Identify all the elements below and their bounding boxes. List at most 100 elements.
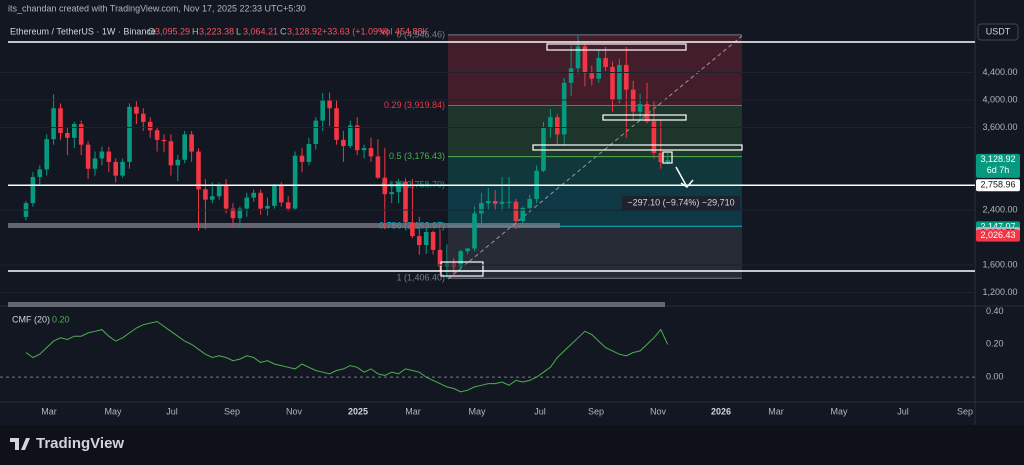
- candle-body: [85, 144, 91, 169]
- x-tick-label: 2025: [348, 406, 368, 416]
- price-tag: [976, 153, 1020, 178]
- x-tick-label: Jul: [534, 406, 546, 416]
- candle-body: [203, 189, 208, 200]
- candle-body: [486, 201, 491, 204]
- ohlc: O 3,095.29 H 3,223.38 L 3,064.21 C 3,128.92 +33.…: [148, 26, 429, 36]
- candle-body: [313, 120, 319, 144]
- candle-body: [541, 127, 546, 171]
- candle-body: [368, 148, 374, 157]
- x-tick-label: Jul: [897, 406, 909, 416]
- ohlc-value: 3,223.38: [199, 26, 234, 36]
- candle-body: [272, 185, 277, 206]
- drawn-box: [440, 261, 484, 277]
- fib-zone: [448, 156, 742, 186]
- candle-body: [196, 151, 201, 190]
- price-tag-sub: 6d 7h: [987, 165, 1010, 175]
- candle-body: [658, 152, 664, 163]
- candle-body: [189, 134, 194, 152]
- candle-body: [506, 201, 512, 203]
- candle-body: [175, 159, 181, 166]
- footer-bar: [0, 425, 1024, 465]
- fib-label: 0 (4,946.46): [396, 29, 445, 39]
- candle-body: [320, 99, 325, 121]
- x-tick-label: May: [830, 406, 848, 416]
- candle-body: [637, 104, 643, 112]
- candle-body: [134, 106, 139, 114]
- candle-body: [361, 148, 367, 151]
- x-tick-label: Nov: [650, 406, 667, 416]
- currency[interactable]: USDT: [986, 26, 1011, 36]
- y-tick-label: 4,400.00: [982, 67, 1017, 77]
- cmf-last: 0.20: [52, 314, 70, 324]
- x-tick-label: May: [468, 406, 486, 416]
- candle-body: [354, 125, 360, 151]
- candle-body: [161, 139, 167, 142]
- cmf-name: CMF (20): [12, 314, 50, 324]
- candle-body: [92, 158, 98, 169]
- candle-body: [292, 155, 298, 209]
- change: +33.63 (+1.09%): [322, 26, 389, 36]
- candle-body: [417, 236, 422, 246]
- candle-body: [375, 156, 381, 178]
- candle-body: [479, 203, 484, 214]
- symbol: Ethereum / TetherUS · 1W · Binance: [10, 26, 156, 36]
- candle-body: [99, 151, 105, 159]
- currency-box[interactable]: [977, 23, 1019, 41]
- drawn-box: [532, 144, 743, 151]
- y-tick-label: 1,600.00: [982, 259, 1017, 269]
- candle-body: [147, 121, 153, 131]
- cmf-tick-label: 0.00: [986, 371, 1004, 381]
- candle-body: [610, 66, 615, 100]
- candle-body: [603, 58, 608, 67]
- ohlc-key: H: [192, 26, 199, 36]
- candle-body: [141, 113, 146, 122]
- candle-body: [624, 64, 629, 90]
- logo: [10, 438, 30, 450]
- candle-body: [78, 124, 84, 145]
- drawn-box: [602, 114, 687, 121]
- candle-body: [465, 248, 470, 252]
- candle-body: [65, 132, 70, 138]
- price-tag-label: 2,758.96: [980, 180, 1015, 190]
- volume: Vol 454.88K: [380, 26, 429, 36]
- candle-body: [423, 231, 429, 246]
- candle-body: [589, 73, 595, 79]
- arrow: [675, 166, 694, 188]
- candle-body: [106, 151, 112, 162]
- x-tick-label: 2026: [711, 406, 731, 416]
- cmf-line: [25, 320, 669, 393]
- y-tick-label: 1,200.00: [982, 287, 1017, 297]
- candle-body: [182, 134, 187, 160]
- candle-body: [30, 176, 36, 204]
- x-tick-label: Nov: [286, 406, 303, 416]
- candle-body: [499, 201, 505, 204]
- cmf-pane: 0.00 0.20 0.40: [0, 306, 1004, 393]
- candle-body: [403, 181, 408, 223]
- candle-body: [568, 68, 574, 83]
- candle-body: [617, 64, 622, 100]
- candle-body: [389, 192, 394, 195]
- candle-body: [51, 108, 56, 140]
- fib-zone: [448, 105, 742, 157]
- candle-body: [520, 207, 526, 221]
- fib-group: 0 (4,946.46) 0.29 (3,919.84) 0.5 (3,176.43…: [379, 29, 742, 283]
- candle-body: [396, 181, 401, 193]
- candle-body: [279, 185, 284, 203]
- measure-box: [622, 196, 740, 210]
- trend-line: [447, 35, 743, 280]
- zone-bar: [8, 223, 560, 228]
- candles: [23, 34, 670, 279]
- ohlc-value: 3,128.92: [287, 26, 322, 36]
- credit: its_chandan created with TradingView.com…: [8, 3, 306, 13]
- candle-body: [44, 139, 49, 170]
- ohlc-key: C: [280, 26, 287, 36]
- candle-body: [334, 108, 339, 140]
- candle-body: [37, 169, 43, 177]
- x-tick-label: Jul: [166, 406, 178, 416]
- x-tick-label: Mar: [41, 406, 57, 416]
- candle-body: [575, 46, 581, 69]
- candle-body: [244, 197, 250, 209]
- candle-body: [251, 192, 256, 198]
- y-tick-label: 2,400.00: [982, 204, 1017, 214]
